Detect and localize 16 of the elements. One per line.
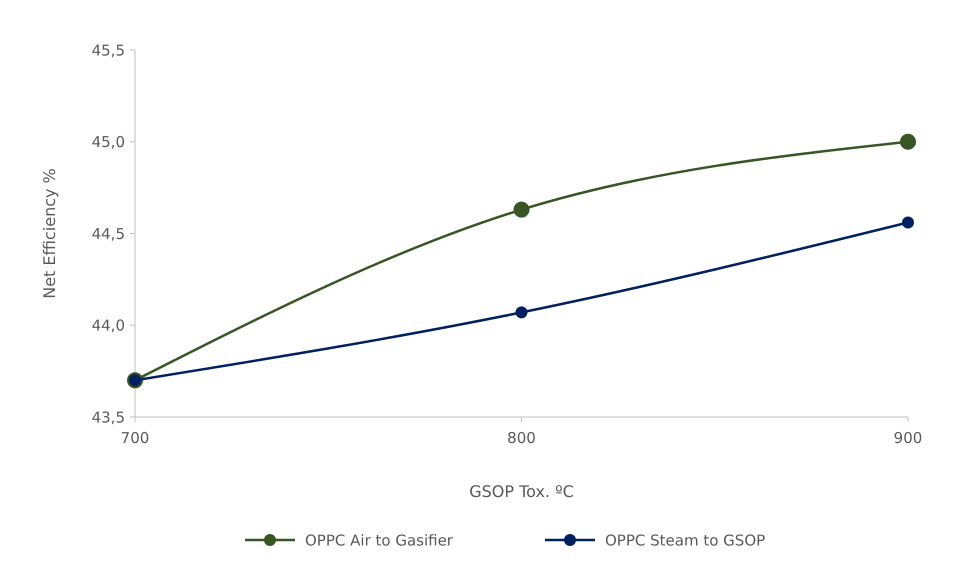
y-tick-label: 44,0 — [92, 316, 125, 334]
x-tick-label: 800 — [507, 429, 536, 447]
legend-label: OPPC Steam to GSOP — [605, 531, 766, 550]
x-tick-label: 900 — [894, 429, 922, 447]
point — [900, 134, 916, 150]
point — [514, 202, 530, 218]
x-tick-label: 700 — [120, 429, 150, 447]
point — [516, 306, 528, 318]
x-axis-title: GSOP Tox. ºC — [469, 482, 574, 501]
y-tick-label: 44,5 — [92, 224, 125, 243]
y-axis-title: Net Efficiency % — [40, 168, 59, 299]
y-tick-label: 45,5 — [92, 41, 125, 60]
y-tick-label: 43,5 — [92, 408, 125, 426]
point — [902, 216, 914, 228]
y-tick-label: 45,0 — [92, 133, 125, 151]
legend-label: OPPC Air to Gasifier — [305, 531, 454, 550]
